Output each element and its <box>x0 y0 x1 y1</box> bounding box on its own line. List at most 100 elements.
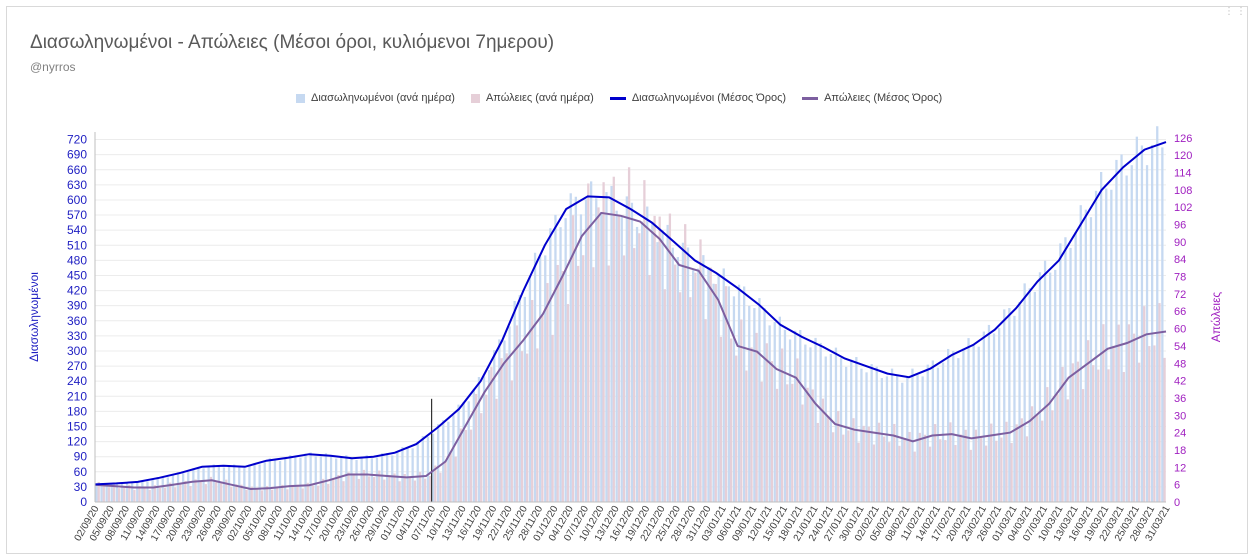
bar-deaths-daily <box>735 355 738 502</box>
bar-intubated-daily <box>610 185 613 502</box>
bar-deaths-daily <box>780 348 784 502</box>
bar-intubated-daily <box>722 268 725 502</box>
bar-deaths-daily <box>898 445 901 502</box>
bar-deaths-daily <box>495 398 498 502</box>
bar-intubated-daily <box>717 275 720 502</box>
bar-intubated-daily <box>737 284 741 502</box>
bar-intubated-daily <box>1140 145 1144 502</box>
bar-intubated-daily <box>778 316 781 502</box>
line-intubated-avg <box>94 141 1167 486</box>
bar-intubated-daily <box>977 346 980 502</box>
bar-deaths-daily <box>393 473 396 502</box>
legend-item-deaths-daily[interactable]: Απώλειες (ανά ημέρα) <box>470 92 594 104</box>
bar-intubated-daily <box>462 402 465 502</box>
bar-intubated-daily <box>151 479 154 502</box>
bar-intubated-daily <box>309 452 312 502</box>
y2-tick-label: 120 <box>1174 150 1192 162</box>
y2-tick-label: 96 <box>1174 220 1186 232</box>
bar-intubated-daily <box>676 257 679 502</box>
bar-intubated-daily <box>697 268 700 502</box>
bar-intubated-daily <box>95 484 98 502</box>
y-tick-label: 30 <box>74 480 88 494</box>
bar-deaths-daily <box>327 483 330 502</box>
bar-intubated-daily <box>743 286 746 502</box>
bar-deaths-daily <box>281 484 284 502</box>
bar-deaths-daily <box>627 167 631 502</box>
bar-intubated-daily <box>1018 301 1021 502</box>
bar-intubated-daily <box>523 296 526 502</box>
bar-intubated-daily <box>1033 291 1036 502</box>
bar-deaths-daily <box>276 488 279 502</box>
bar-intubated-daily <box>278 461 282 502</box>
bar-deaths-daily <box>862 425 865 502</box>
y2-tick-label: 102 <box>1174 202 1192 214</box>
bar-intubated-daily <box>442 420 445 502</box>
bar-intubated-daily <box>355 460 358 502</box>
bar-deaths-daily <box>944 440 947 502</box>
bar-intubated-daily <box>166 477 169 502</box>
bar-intubated-daily <box>299 457 302 502</box>
bar-intubated-daily <box>998 328 1001 502</box>
bar-intubated-daily <box>911 368 914 502</box>
legend-item-deaths-avg[interactable]: Απώλειες (Μέσος Όρος) <box>802 92 942 104</box>
bar-intubated-daily <box>248 464 251 502</box>
bar-deaths-daily <box>719 336 723 502</box>
bar-deaths-daily <box>321 478 325 502</box>
bar-deaths-daily <box>1061 366 1064 502</box>
bar-deaths-daily <box>673 264 677 502</box>
bar-deaths-daily <box>332 479 335 502</box>
bar-intubated-daily <box>452 415 455 502</box>
bar-deaths-daily <box>724 286 728 502</box>
bar-deaths-daily <box>791 383 794 502</box>
bar-intubated-daily <box>686 247 690 502</box>
y-tick-label: 630 <box>67 178 87 192</box>
bar-deaths-daily <box>1081 389 1085 502</box>
chart-title: Διασωληνωμένοι - Απώλειες (Μέσοι όροι, κ… <box>30 32 555 53</box>
bar-deaths-daily <box>816 422 819 502</box>
bar-intubated-daily <box>574 196 577 503</box>
bar-intubated-daily <box>681 242 685 502</box>
bar-deaths-daily <box>352 473 355 502</box>
bar-deaths-daily <box>107 487 111 502</box>
bar-intubated-daily <box>590 181 593 502</box>
bar-intubated-daily <box>110 484 113 502</box>
bar-intubated-daily <box>829 353 832 502</box>
bar-deaths-daily <box>413 480 417 502</box>
bar-intubated-daily <box>508 326 511 502</box>
bar-deaths-daily <box>1046 387 1049 502</box>
y-tick-label: 450 <box>67 268 87 282</box>
bar-deaths-daily <box>301 488 304 502</box>
bar-intubated-daily <box>1028 288 1031 502</box>
y2-tick-label: 42 <box>1174 376 1186 388</box>
bar-intubated-daily <box>783 329 787 502</box>
bar-intubated-daily <box>340 457 343 502</box>
bar-deaths-daily <box>587 183 590 502</box>
bar-deaths-daily <box>806 387 809 502</box>
bar-intubated-daily <box>539 256 542 502</box>
bar-intubated-daily <box>748 305 751 502</box>
bar-intubated-daily <box>773 321 776 502</box>
bar-intubated-daily <box>100 483 103 502</box>
bar-deaths-daily <box>123 486 126 502</box>
bar-deaths-daily <box>903 439 906 502</box>
bar-intubated-daily <box>727 286 730 502</box>
bar-intubated-daily <box>1008 308 1011 502</box>
y-tick-label: 210 <box>67 389 87 403</box>
bar-intubated-daily <box>120 482 124 502</box>
bar-deaths-daily <box>536 348 539 502</box>
bar-deaths-daily <box>408 477 411 502</box>
legend-item-intubated-daily[interactable]: Διασωληνωμένοι (ανά ημέρα) <box>296 92 455 104</box>
drag-handle-icon[interactable]: ⋮⋮ <box>1224 6 1248 17</box>
bar-intubated-daily <box>839 357 843 502</box>
y2-tick-label: 114 <box>1174 167 1192 179</box>
line-deaths-avg <box>94 211 1167 491</box>
y-tick-label: 510 <box>67 238 87 252</box>
bar-deaths-daily <box>1066 399 1069 502</box>
legend-item-intubated-avg[interactable]: Διασωληνωμένοι (Μέσος Όρος) <box>609 92 786 104</box>
bar-intubated-daily <box>880 378 883 502</box>
bar-deaths-daily <box>485 394 488 502</box>
y2-tick-label: 126 <box>1174 133 1192 145</box>
bar-intubated-daily <box>335 458 338 502</box>
bar-deaths-daily <box>306 482 309 502</box>
bar-intubated-daily <box>528 275 532 502</box>
